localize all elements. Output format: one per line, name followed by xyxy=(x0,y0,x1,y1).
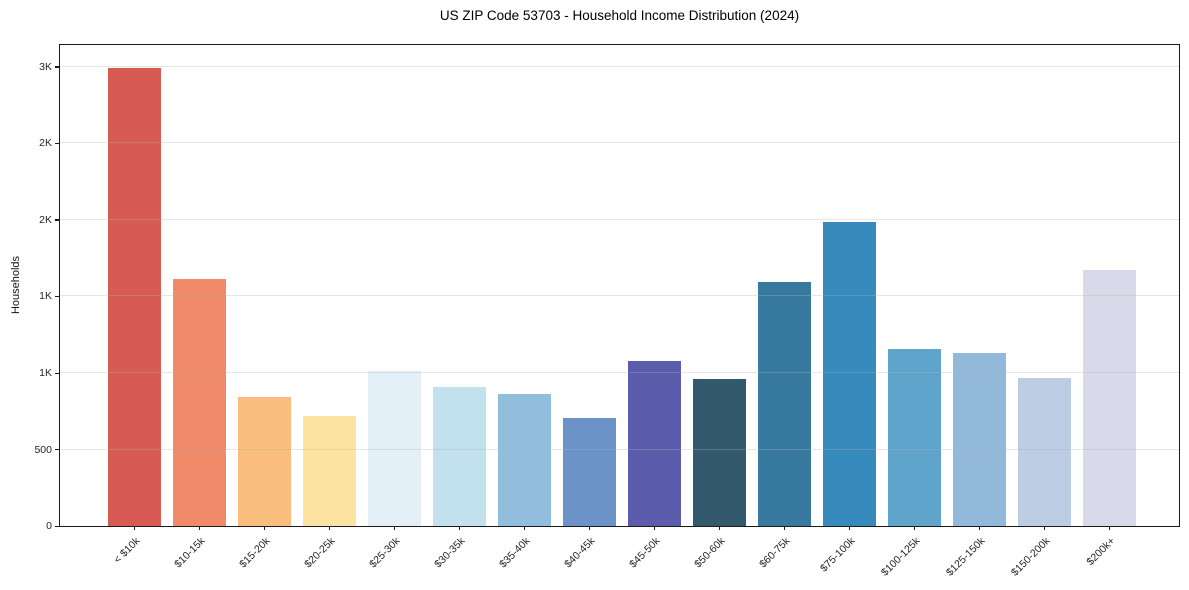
bar xyxy=(758,281,811,526)
gridline xyxy=(60,448,1179,450)
x-tick-mark xyxy=(1109,526,1111,530)
plot-area xyxy=(59,44,1180,527)
x-tick-mark xyxy=(784,526,786,530)
gridline xyxy=(60,218,1179,220)
x-tick-mark xyxy=(979,526,981,530)
y-tick-mark xyxy=(55,295,59,298)
x-tick-mark xyxy=(394,526,396,530)
x-tick-mark xyxy=(134,526,136,530)
x-tick-mark xyxy=(459,526,461,530)
y-tick-label: 1K xyxy=(39,367,52,379)
y-tick-mark xyxy=(55,372,59,374)
x-tick-mark xyxy=(589,526,591,530)
bar xyxy=(1083,270,1136,526)
bar xyxy=(1018,378,1071,526)
bar xyxy=(563,418,616,526)
gridline xyxy=(60,65,1179,67)
y-tick-label: 1K xyxy=(39,290,52,303)
bar xyxy=(368,371,421,526)
x-tick-mark xyxy=(849,526,851,530)
bar xyxy=(303,415,356,526)
y-tick-label: 2K xyxy=(39,137,52,150)
bar xyxy=(173,278,226,526)
y-tick-mark xyxy=(55,219,59,221)
x-tick-mark xyxy=(524,526,526,530)
x-tick-mark xyxy=(914,526,916,530)
y-tick-mark xyxy=(55,142,59,145)
x-tick-mark xyxy=(719,526,721,530)
x-tick-mark xyxy=(1044,526,1046,530)
gridline xyxy=(60,295,1179,297)
bar xyxy=(108,68,161,526)
y-axis-label: Households xyxy=(10,255,22,315)
gridline xyxy=(60,372,1179,373)
bar xyxy=(953,353,1006,526)
chart-title: US ZIP Code 53703 - Household Income Dis… xyxy=(439,8,800,23)
bar xyxy=(238,397,291,526)
bar xyxy=(693,379,746,526)
y-tick-mark xyxy=(55,525,59,527)
y-tick-label: 3K xyxy=(39,60,52,73)
bar xyxy=(888,348,941,526)
x-tick-mark xyxy=(199,526,201,530)
y-tick-label: 500 xyxy=(34,443,52,456)
y-tick-label: 0 xyxy=(46,520,52,532)
bar xyxy=(628,360,681,526)
x-tick-mark xyxy=(264,526,266,530)
x-tick-label: < $10k xyxy=(110,535,142,566)
x-tick-mark xyxy=(654,526,656,530)
gridline xyxy=(60,142,1179,144)
bar xyxy=(433,386,486,526)
bar xyxy=(823,221,876,526)
x-tick-mark xyxy=(329,526,331,530)
y-tick-label: 2K xyxy=(39,213,52,226)
y-tick-mark xyxy=(55,449,59,451)
y-tick-mark xyxy=(55,66,59,68)
bar xyxy=(498,393,551,526)
